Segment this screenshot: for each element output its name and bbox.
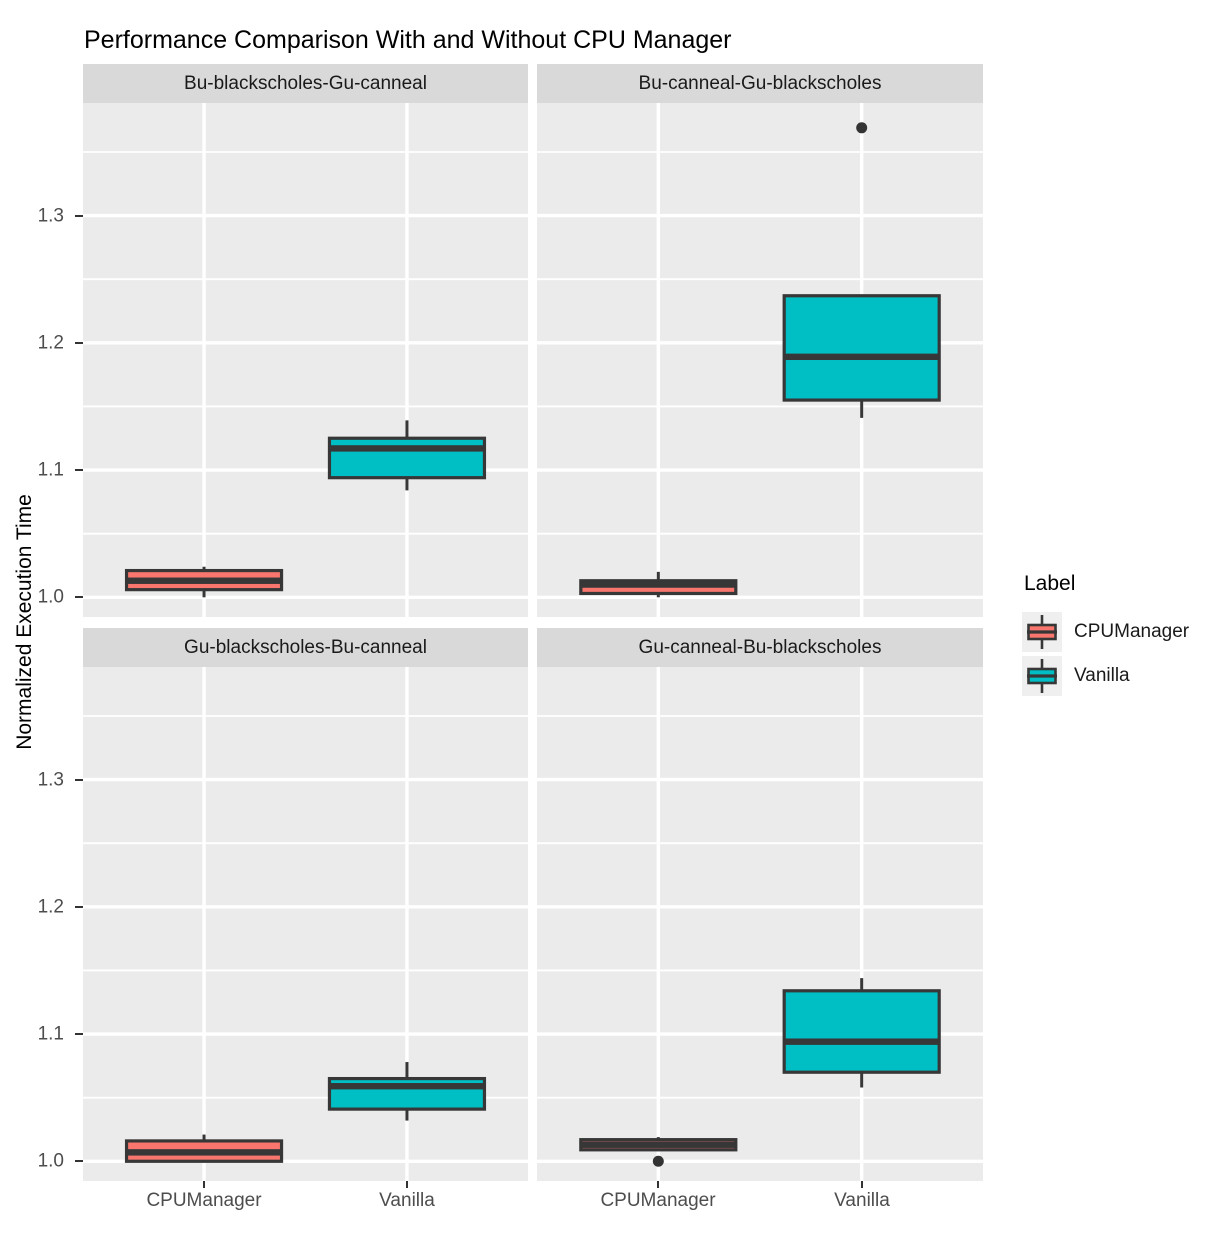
x-tick-label-cpumanager: CPUManager — [146, 1190, 262, 1211]
facet-panel-bottom-right — [537, 667, 983, 1181]
legend-item-cpumanager: CPUManager — [1022, 612, 1189, 652]
gridlines — [83, 103, 528, 617]
facet-strip-label: Bu-blackscholes-Gu-canneal — [184, 72, 427, 94]
y-axis-title: Normalized Execution Time — [13, 494, 36, 750]
median-line — [580, 581, 736, 588]
box-vanilla — [782, 989, 941, 1074]
facet-strip-top-right: Bu-canneal-Gu-blackscholes — [537, 64, 983, 103]
legend-boxplot-key-icon — [1022, 656, 1062, 696]
facet-strip-bottom-right: Gu-canneal-Bu-blackscholes — [537, 628, 983, 667]
y-tick-mark — [75, 596, 83, 599]
legend-boxplot-key-icon — [1022, 612, 1062, 652]
y-tick-mark — [75, 1160, 83, 1163]
legend-item-vanilla: Vanilla — [1022, 656, 1189, 696]
y-tick-label: 1.0 — [37, 1150, 64, 1172]
legend-label: CPUManager — [1074, 621, 1190, 642]
median-line — [784, 353, 940, 361]
box-vanilla — [327, 436, 487, 480]
y-tick-label: 1.0 — [37, 586, 64, 608]
y-tick-mark — [75, 214, 83, 217]
x-tick-label-vanilla: Vanilla — [379, 1190, 435, 1211]
facet-strip-label: Gu-canneal-Bu-blackscholes — [638, 636, 882, 658]
y-tick-label: 1.1 — [37, 459, 64, 481]
y-tick-label: 1.3 — [37, 769, 64, 791]
median-line — [329, 1083, 485, 1090]
outlier-point — [856, 122, 868, 134]
legend-title: Label — [1024, 572, 1076, 595]
x-tick-label-vanilla: Vanilla — [834, 1190, 890, 1211]
y-tick-label: 1.2 — [37, 332, 64, 354]
facet-strip-label: Bu-canneal-Gu-blackscholes — [638, 72, 882, 94]
y-tick-mark — [75, 905, 83, 908]
x-tick-mark — [861, 1181, 863, 1188]
x-tick-mark — [203, 1181, 205, 1188]
facet-strip-bottom-left: Gu-blackscholes-Bu-canneal — [83, 628, 528, 667]
box-vanilla — [782, 294, 941, 402]
facet-panel-top-right — [537, 103, 983, 617]
median-line — [126, 577, 282, 584]
outlier-point — [652, 1155, 664, 1167]
y-tick-label: 1.1 — [37, 1023, 64, 1045]
y-tick-label: 1.2 — [37, 896, 64, 918]
legend: Label CPUManager Vanilla — [1022, 572, 1189, 700]
y-tick-mark — [75, 341, 83, 344]
facet-panel-bottom-left — [83, 667, 528, 1181]
chart-title: Performance Comparison With and Without … — [84, 26, 732, 54]
y-tick-mark — [75, 1033, 83, 1036]
facet-panel-top-left — [83, 103, 528, 617]
facet-strip-top-left: Bu-blackscholes-Gu-canneal — [83, 64, 528, 103]
median-line — [329, 445, 485, 452]
legend-label: Vanilla — [1074, 665, 1130, 686]
x-tick-mark — [406, 1181, 408, 1188]
y-tick-label: 1.3 — [37, 205, 64, 227]
x-tick-label-cpumanager: CPUManager — [600, 1190, 716, 1211]
facet-strip-label: Gu-blackscholes-Bu-canneal — [184, 636, 427, 658]
median-line — [784, 1038, 940, 1045]
x-tick-mark — [657, 1181, 659, 1188]
median-line — [580, 1141, 736, 1148]
y-tick-mark — [75, 778, 83, 781]
y-tick-mark — [75, 469, 83, 472]
median-line — [126, 1149, 282, 1156]
